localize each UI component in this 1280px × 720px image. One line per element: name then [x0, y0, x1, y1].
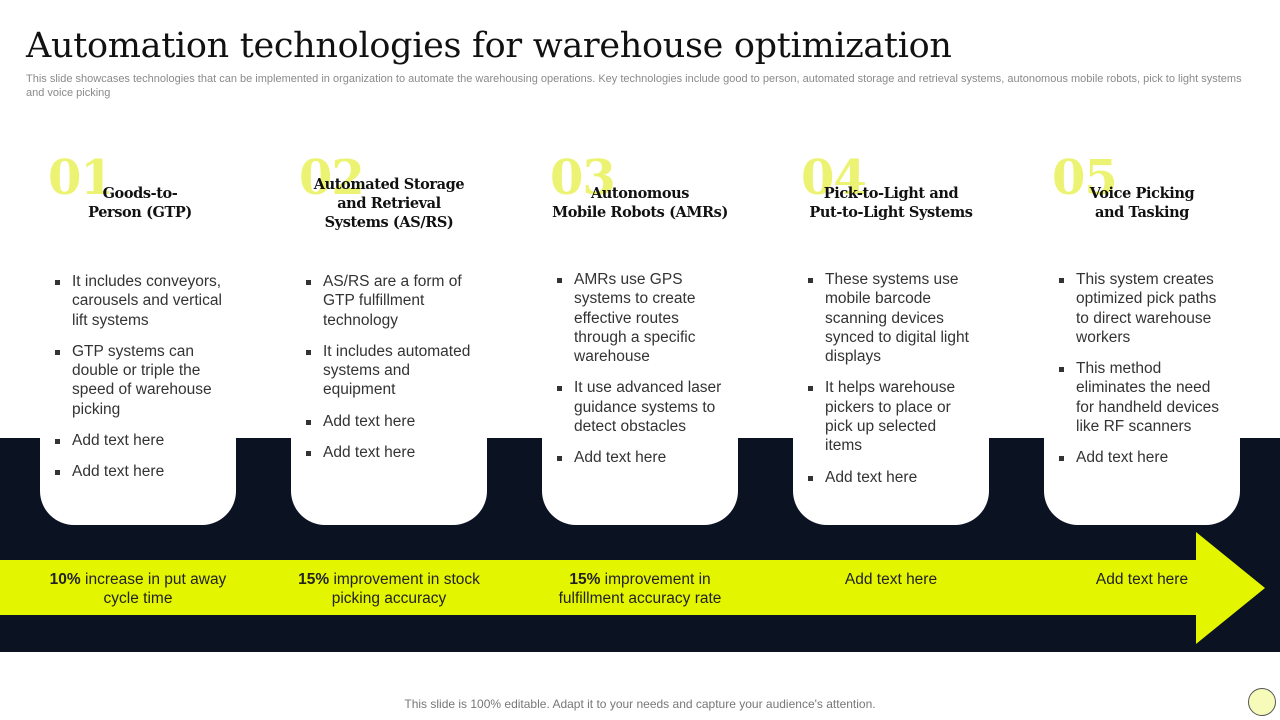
bullet-item: Add text here [305, 443, 475, 462]
metric-text: Add text here [1095, 571, 1189, 588]
step-number: 05 [1052, 150, 1118, 206]
metric-value: 15% [569, 571, 601, 588]
timeline-arrow [0, 532, 1265, 644]
step-number: 01 [48, 150, 114, 206]
impact-metric: 15% improvement in stock picking accurac… [291, 570, 487, 609]
step-number: 03 [550, 150, 616, 206]
bullet-item: It use advanced laser guidance systems t… [556, 378, 726, 436]
heading-line: Voice Picking [1089, 185, 1195, 202]
technology-heading: Goods-to- Person (GTP) [42, 184, 238, 222]
bullet-list: AMRs use GPS systems to create effective… [556, 270, 726, 480]
arrow-shape [0, 532, 1265, 644]
bullet-item: It includes automated systems and equipm… [305, 342, 475, 400]
heading-line: Automated Storage [313, 176, 465, 193]
heading-line: Pick-to-Light and [823, 185, 959, 202]
technology-heading: Automated Storage and Retrieval Systems (A… [291, 175, 487, 232]
page-title: Automation technologies for warehouse op… [26, 26, 952, 66]
technology-heading: Voice Picking and Tasking [1044, 184, 1240, 222]
corner-circle [1248, 688, 1276, 716]
heading-line: and Retrieval [337, 195, 441, 212]
card-voice-picking [1044, 136, 1240, 525]
metric-text: improvement in fulfillment accuracy rate [558, 571, 722, 608]
bullet-list: AS/RS are a form of GTP fulfillment tech… [305, 272, 475, 474]
heading-line: and Tasking [1095, 204, 1189, 221]
card-gtp [40, 136, 236, 525]
bullet-list: These systems use mobile barcode scannin… [807, 270, 977, 499]
heading-line: Mobile Robots (AMRs) [552, 204, 728, 221]
bullet-item: This system creates optimized pick paths… [1058, 270, 1228, 347]
bullet-item: GTP systems can double or triple the spe… [54, 342, 224, 419]
impact-metric: 15% improvement in fulfillment accuracy … [542, 570, 738, 609]
metric-value: 10% [49, 571, 81, 588]
heading-line: Autonomous [590, 185, 690, 202]
technology-heading: Autonomous Mobile Robots (AMRs) [542, 184, 738, 222]
card-pick-to-light [793, 136, 989, 525]
heading-line: Person (GTP) [88, 204, 192, 221]
bullet-item: AS/RS are a form of GTP fulfillment tech… [305, 272, 475, 330]
heading-line: Systems (AS/RS) [324, 214, 454, 231]
bullet-list: This system creates optimized pick paths… [1058, 270, 1228, 480]
bullet-item: It helps warehouse pickers to place or p… [807, 378, 977, 455]
bullet-item: Add text here [305, 412, 475, 431]
step-number: 04 [801, 150, 867, 206]
bullet-item: It includes conveyors, carousels and ver… [54, 272, 224, 330]
bullet-item: Add text here [54, 462, 224, 481]
impact-metric: Add text here [841, 570, 941, 589]
bullet-list: It includes conveyors, carousels and ver… [54, 272, 224, 494]
metric-text: improvement in stock picking accuracy [329, 571, 480, 608]
bullet-item: Add text here [54, 431, 224, 450]
bullet-item: Add text here [1058, 448, 1228, 467]
metric-value: 15% [298, 571, 330, 588]
footer-note: This slide is 100% editable. Adapt it to… [404, 697, 876, 711]
bullet-item: Add text here [807, 468, 977, 487]
impact-metric: 10% increase in put away cycle time [40, 570, 236, 609]
heading-line: Goods-to- [102, 185, 178, 202]
impact-metric: Add text here [1092, 570, 1192, 589]
step-number: 02 [299, 150, 365, 206]
card-asrs [291, 136, 487, 525]
metric-text: increase in put away cycle time [80, 571, 227, 608]
bullet-item: AMRs use GPS systems to create effective… [556, 270, 726, 366]
bullet-item: Add text here [556, 448, 726, 467]
metric-text: Add text here [844, 571, 938, 588]
bullet-item: This method eliminates the need for hand… [1058, 359, 1228, 436]
card-amr [542, 136, 738, 525]
bullet-item: These systems use mobile barcode scannin… [807, 270, 977, 366]
heading-line: Put-to-Light Systems [809, 204, 973, 221]
page-subtitle: This slide showcases technologies that c… [26, 73, 1242, 99]
technology-heading: Pick-to-Light and Put-to-Light Systems [793, 184, 989, 222]
